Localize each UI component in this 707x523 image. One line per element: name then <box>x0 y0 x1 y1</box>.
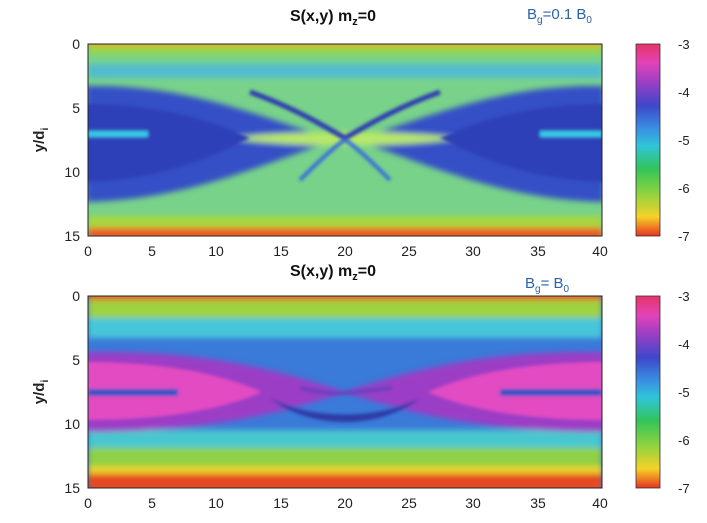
panel-1: S(x,y) mz=0 Bg=0.1 B0 <box>31 6 690 259</box>
panel-2-upper-cyan-band <box>88 318 602 338</box>
panel-2-upper-boundary-band <box>88 300 602 320</box>
panel-1-x-tick: 20 <box>337 243 353 259</box>
panel-1-axes-frame <box>87 43 603 237</box>
panel-2-y-tick: 15 <box>64 480 80 496</box>
panel-1-y-tick: 0 <box>72 36 80 52</box>
panel-1-colorbar-tick: -3 <box>678 37 690 52</box>
panel-1-colorbar-tick: -7 <box>678 229 690 244</box>
panel-2: S(x,y) mz=0 Bg= B0 <box>31 263 690 511</box>
panel-2-lower-edge <box>88 474 602 488</box>
panel-2-central-dark-lobe <box>270 398 420 422</box>
panel-1-x-tick: 25 <box>401 243 417 259</box>
panel-2-x-tick: 15 <box>273 495 289 511</box>
panel-1-colorbar-tick: -5 <box>678 133 690 148</box>
panel-1-left-island-core <box>88 104 250 182</box>
panel-1-y-axis-label: y/di <box>31 128 51 153</box>
panel-2-colorbar-tick: -4 <box>678 337 690 352</box>
panel-1-separatrix-lower <box>298 137 392 182</box>
panel-2-lower-cyan-band <box>88 430 602 452</box>
panel-1-colorbar-bar <box>635 43 661 237</box>
panel-2-y-tick: 0 <box>72 288 80 304</box>
panel-2-axes-frame <box>87 295 603 489</box>
panel-2-x-tick: 40 <box>592 495 608 511</box>
panel-1-title: S(x,y) mz=0 <box>290 8 376 28</box>
panel-1-x-ticks: 0 5 10 15 20 25 30 35 40 <box>84 243 608 259</box>
panel-2-heatmap <box>88 296 602 488</box>
panel-1-top-blue-band <box>88 64 602 78</box>
panel-2-colorbar-bar <box>635 295 661 489</box>
panel-1-lower-edge <box>88 228 602 236</box>
panel-2-y-ticks: 0 5 10 15 <box>64 288 80 496</box>
panel-2-x-ticks: 0 5 10 15 20 25 30 35 40 <box>84 495 608 511</box>
panel-2-annotation: Bg= B0 <box>525 275 570 295</box>
panel-2-left-blue-streak <box>88 389 178 396</box>
panel-2-x-tick: 20 <box>337 495 353 511</box>
panel-1-x-tick: 35 <box>530 243 546 259</box>
panel-2-upper-edge <box>88 296 602 302</box>
panel-1-colorbar-tick: -6 <box>678 181 690 196</box>
panel-1-left-cyan-streak <box>88 131 148 137</box>
panel-2-x-tick: 30 <box>465 495 481 511</box>
panel-1-y-tick: 15 <box>64 228 80 244</box>
panel-1-y-tick: 5 <box>72 100 80 116</box>
panel-2-colorbar-tick: -7 <box>678 481 690 496</box>
panel-1-x-tick: 5 <box>148 243 156 259</box>
panel-2-x-tick: 35 <box>530 495 546 511</box>
panel-2-x-tick: 25 <box>401 495 417 511</box>
panel-1-colorbar: -3 -4 -5 -6 -7 <box>635 37 690 244</box>
panel-1-x-tick: 10 <box>208 243 224 259</box>
panel-1-right-cyan-streak <box>540 131 602 137</box>
panel-1-x-tick: 40 <box>592 243 608 259</box>
panel-2-y-tick: 5 <box>72 352 80 368</box>
panel-2-y-axis-label: y/di <box>31 380 51 405</box>
panel-1-colorbar-tick: -4 <box>678 85 690 100</box>
panel-2-colorbar: -3 -4 -5 -6 -7 <box>635 289 690 496</box>
panel-1-upper-boundary-band <box>88 44 602 54</box>
panel-2-title: S(x,y) mz=0 <box>290 263 376 283</box>
panel-2-central-x-line <box>299 386 393 396</box>
panel-2-colorbar-tick: -6 <box>678 433 690 448</box>
panel-2-colorbar-tick: -5 <box>678 385 690 400</box>
panel-1-x-tick: 0 <box>84 243 92 259</box>
panel-1-heatmap <box>88 44 602 236</box>
panel-1-upper-edge <box>88 44 602 46</box>
panel-2-right-blue-streak <box>500 389 602 396</box>
panel-2-y-tick: 10 <box>64 416 80 432</box>
panel-2-x-tick: 5 <box>148 495 156 511</box>
panel-2-x-tick: 0 <box>84 495 92 511</box>
panel-1-right-island-core <box>440 104 602 182</box>
panel-1-x-tick: 15 <box>273 243 289 259</box>
panel-2-colorbar-tick: -3 <box>678 289 690 304</box>
panel-1-annotation: Bg=0.1 B0 <box>527 6 592 26</box>
panel-2-lower-yellow-band <box>88 466 602 476</box>
panel-2-x-tick: 10 <box>208 495 224 511</box>
panel-1-x-tick: 30 <box>465 243 481 259</box>
panel-1-y-tick: 10 <box>64 164 80 180</box>
panel-1-y-ticks: 0 5 10 15 <box>64 36 80 244</box>
